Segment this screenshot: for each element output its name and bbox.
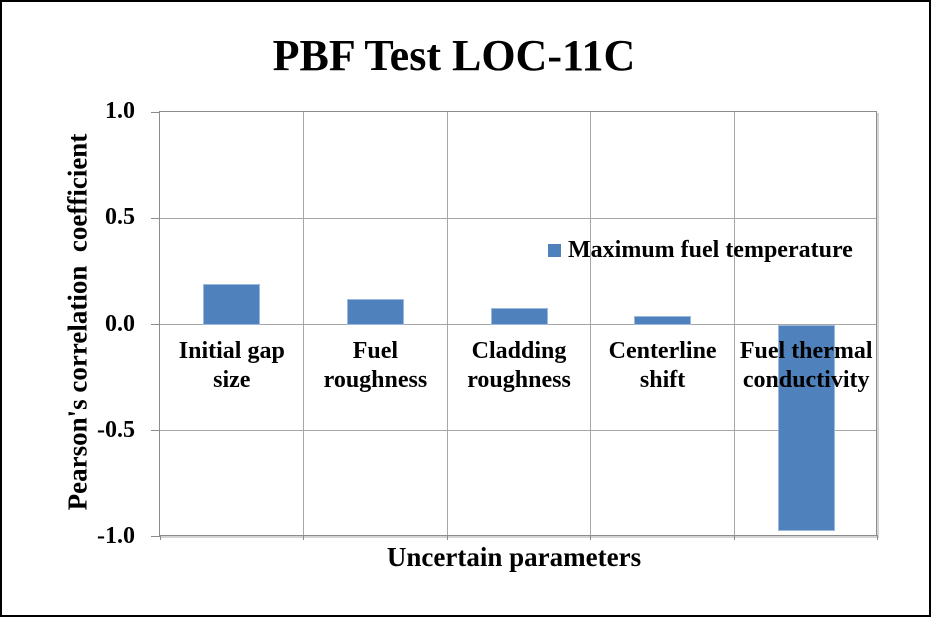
legend-label: Maximum fuel temperature (568, 237, 853, 263)
gridline-h (160, 217, 876, 219)
y-axis-tick-icon (151, 217, 160, 219)
bar (777, 324, 835, 531)
plot-area: Initial gap size Fuel roughness Cladding r… (151, 111, 878, 540)
x-axis-tick-icon (590, 535, 592, 540)
x-axis-tick-icon (733, 535, 735, 540)
bar (346, 299, 404, 325)
x-axis-tick-icon (446, 535, 448, 540)
gridline-v (590, 112, 592, 535)
category-label: Fuel roughness (323, 337, 428, 393)
legend-marker-icon (548, 243, 561, 257)
y-tick-label: -1.0 (97, 523, 135, 549)
gridline-v (303, 112, 305, 535)
x-axis-tick-icon (877, 535, 878, 540)
legend: Maximum fuel temperature (548, 237, 853, 263)
gridline-v (446, 112, 448, 535)
bar (634, 316, 692, 325)
category-label: Fuel thermal conductivity (739, 337, 873, 393)
category-label: Initial gap size (178, 337, 285, 393)
bar (490, 307, 548, 325)
x-axis-tick-icon (303, 535, 305, 540)
x-axis-title: Uncertain parameters (386, 542, 642, 572)
category-label: Cladding roughness (467, 337, 571, 393)
category-label: Centerline shift (608, 337, 717, 393)
gridline-v (733, 112, 735, 535)
y-tick-label: 0.5 (105, 204, 135, 231)
gridline-h (160, 324, 876, 325)
x-axis-tick-icon (160, 535, 161, 540)
y-axis-tick-icon (151, 112, 160, 113)
y-tick-label: 0.0 (105, 310, 135, 337)
bar (203, 284, 261, 325)
y-axis-tick-icon (151, 324, 160, 325)
y-axis-tick-icon (151, 536, 160, 537)
chart-title: PBF Test LOC-11C (272, 31, 636, 80)
y-tick-label: 1.0 (105, 98, 135, 124)
y-tick-label: -0.5 (97, 416, 135, 443)
gridline-h (160, 430, 876, 432)
y-axis-tick-icon (151, 430, 160, 432)
